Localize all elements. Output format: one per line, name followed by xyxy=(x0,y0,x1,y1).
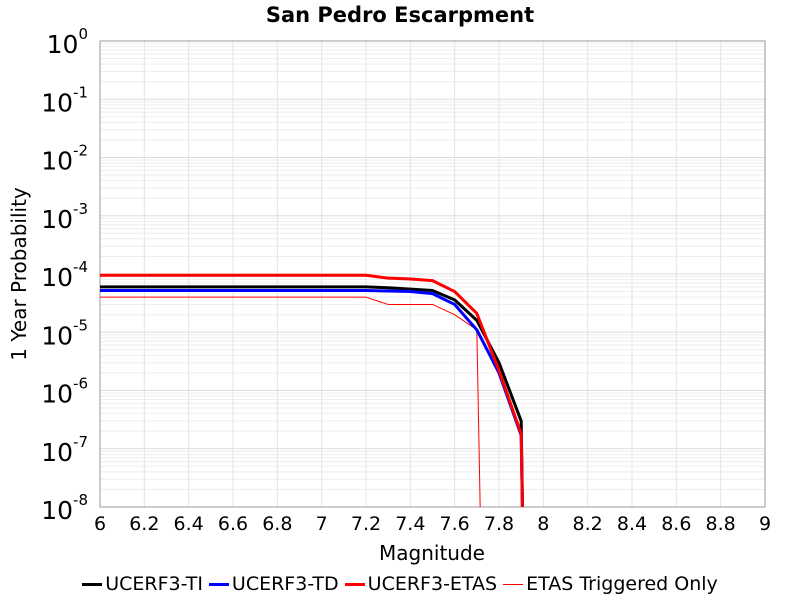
x-tick-label: 8.2 xyxy=(573,513,603,535)
x-tick-label: 6 xyxy=(94,513,106,535)
y-tick-label: 10-6 xyxy=(41,375,88,409)
legend-swatch xyxy=(208,582,229,586)
x-tick-label: 8 xyxy=(537,513,549,535)
chart-title: San Pedro Escarpment xyxy=(266,3,534,27)
y-axis-label: 1 Year Probability xyxy=(7,187,31,361)
legend-swatch xyxy=(344,582,365,586)
x-axis-label: Magnitude xyxy=(379,541,485,565)
tick-labels: 6 6.2 6.4 6.6 6.8 7 7.2 7.4 7.6 7.8 8 8.2 8.4 8.6 8.8 9… xyxy=(41,25,771,535)
x-tick-label: 7.2 xyxy=(351,513,381,535)
legend-item: UCERF3-TI xyxy=(82,573,203,595)
x-tick-label: 7.8 xyxy=(484,513,514,535)
series-line-ucerf3-ti xyxy=(100,285,524,507)
legend: UCERF3-TI UCERF3-TD UCERF3-ETAS ETAS Trigge… xyxy=(0,573,800,595)
legend-label: UCERF3-TD xyxy=(231,573,339,595)
legend-swatch xyxy=(82,582,103,586)
legend-label: UCERF3-ETAS xyxy=(367,573,498,595)
legend-item: ETAS Triggered Only xyxy=(503,573,718,595)
legend-label: UCERF3-TI xyxy=(105,573,203,595)
y-tick-label: 10-1 xyxy=(41,83,88,117)
y-tick-label: 10-8 xyxy=(41,491,88,525)
x-tick-label: 6.8 xyxy=(262,513,292,535)
y-tick-label: 10-5 xyxy=(41,316,88,350)
y-tick-label: 10-2 xyxy=(41,142,88,176)
legend-swatch xyxy=(503,583,524,585)
x-tick-label: 8.8 xyxy=(706,513,736,535)
x-tick-label: 6.4 xyxy=(174,513,204,535)
x-tick-label: 9 xyxy=(759,513,771,535)
x-tick-label: 7.4 xyxy=(395,513,425,535)
x-tick-label: 7.6 xyxy=(440,513,470,535)
legend-label: ETAS Triggered Only xyxy=(526,573,718,595)
legend-item: UCERF3-ETAS xyxy=(344,573,498,595)
y-tick-label: 10-7 xyxy=(41,433,88,467)
y-tick-label: 10-4 xyxy=(41,258,88,292)
x-tick-label: 7 xyxy=(316,513,328,535)
legend-item: UCERF3-TD xyxy=(208,573,339,595)
x-tick-label: 6.2 xyxy=(129,513,159,535)
x-tick-label: 8.4 xyxy=(617,513,647,535)
series-line-ucerf3-etas xyxy=(100,273,524,507)
x-tick-label: 8.6 xyxy=(661,513,691,535)
y-tick-label: 100 xyxy=(47,25,88,59)
series-lines xyxy=(100,273,524,507)
y-tick-label: 10-3 xyxy=(41,200,88,234)
x-tick-label: 6.6 xyxy=(218,513,248,535)
